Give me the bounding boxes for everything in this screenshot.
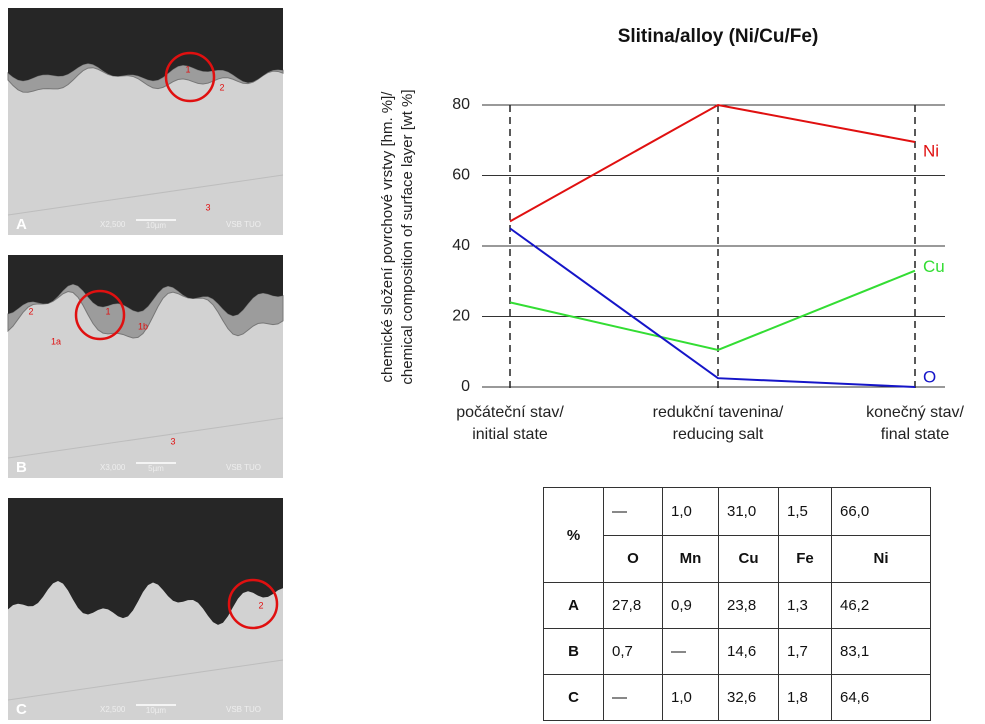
table-cell: — xyxy=(604,675,663,721)
table-cell: 31,0 xyxy=(719,488,779,536)
x-tick-label: redukční tavenina/ reducing salt xyxy=(618,402,818,446)
institution: VSB TUO xyxy=(226,705,261,714)
series-label: O xyxy=(923,367,936,386)
table-cell: 0,7 xyxy=(604,629,663,675)
point-label: 3 xyxy=(205,202,210,212)
panel-label: A xyxy=(16,216,27,233)
micrograph: 2 C X2,500 10µm VSB TUO xyxy=(8,498,283,720)
table-cell: — xyxy=(604,488,663,536)
table-cell: 46,2 xyxy=(832,583,931,629)
y-tick-label: 0 xyxy=(461,378,470,395)
magnification: X2,500 xyxy=(100,220,126,229)
y-tick-label: 80 xyxy=(452,96,470,113)
series-line xyxy=(510,271,915,350)
point-label: 1 xyxy=(185,64,190,74)
table-cell: % xyxy=(544,488,604,583)
table-cell: 27,8 xyxy=(604,583,663,629)
point-label: 2 xyxy=(219,82,224,92)
table-cell: 1,0 xyxy=(663,488,719,536)
embedding-resin xyxy=(8,8,283,83)
page: Slitina/alloy (Ni/Cu/Fe) 1 2 3 A X2,500 10µm V… xyxy=(0,0,985,724)
point-label: 2 xyxy=(28,306,33,316)
table-cell: B xyxy=(544,629,604,675)
scale-label: 10µm xyxy=(146,221,167,230)
x-tick-label: počáteční stav/ initial state xyxy=(410,402,610,446)
table-cell: 1,7 xyxy=(779,629,832,675)
magnification: X3,000 xyxy=(100,463,126,472)
point-label: 1a xyxy=(51,336,61,346)
table-cell: A xyxy=(544,583,604,629)
institution: VSB TUO xyxy=(226,463,261,472)
y-tick-label: 40 xyxy=(452,237,470,254)
table-cell: C xyxy=(544,675,604,721)
panel-label: C xyxy=(16,701,27,718)
series-label: Ni xyxy=(923,141,939,160)
y-tick-label: 60 xyxy=(452,167,470,184)
chart-title: Slitina/alloy (Ni/Cu/Fe) xyxy=(618,26,819,47)
series-line xyxy=(510,228,915,387)
micrograph: 1 2 3 A X2,500 10µm VSB TUO xyxy=(8,8,283,235)
table-cell: Mn xyxy=(663,535,719,583)
table-cell: 32,6 xyxy=(719,675,779,721)
table-cell: 83,1 xyxy=(832,629,931,675)
panel-label: B xyxy=(16,459,27,476)
series-line xyxy=(510,105,915,221)
series-label: Cu xyxy=(923,257,945,276)
table-cell: 1,5 xyxy=(779,488,832,536)
point-label: 1 xyxy=(105,306,110,316)
table-cell: 0,9 xyxy=(663,583,719,629)
y-tick-label: 20 xyxy=(452,308,470,325)
point-label: 1b xyxy=(138,321,148,331)
y-axis-label: chemické složení povrchové vrstvy [hm. %… xyxy=(378,37,418,437)
table-cell: 66,0 xyxy=(832,488,931,536)
point-label: 2 xyxy=(258,600,263,610)
institution: VSB TUO xyxy=(226,220,261,229)
table-cell: Cu xyxy=(719,535,779,583)
table-cell: — xyxy=(663,629,719,675)
table-cell: 1,8 xyxy=(779,675,832,721)
x-tick-label: konečný stav/ final state xyxy=(815,402,985,446)
table-cell: 1,0 xyxy=(663,675,719,721)
point-label: 3 xyxy=(170,436,175,446)
scale-label: 10µm xyxy=(146,706,167,715)
table-cell: 1,3 xyxy=(779,583,832,629)
table-cell: O xyxy=(604,535,663,583)
micrograph: 1 1a 1b 2 3 B X3,000 5µm VSB TUO xyxy=(8,255,283,478)
table-cell: 23,8 xyxy=(719,583,779,629)
table-cell: 14,6 xyxy=(719,629,779,675)
table-cell: Ni xyxy=(832,535,931,583)
table-cell: 64,6 xyxy=(832,675,931,721)
table-cell: Fe xyxy=(779,535,832,583)
magnification: X2,500 xyxy=(100,705,126,714)
scale-label: 5µm xyxy=(148,464,164,473)
